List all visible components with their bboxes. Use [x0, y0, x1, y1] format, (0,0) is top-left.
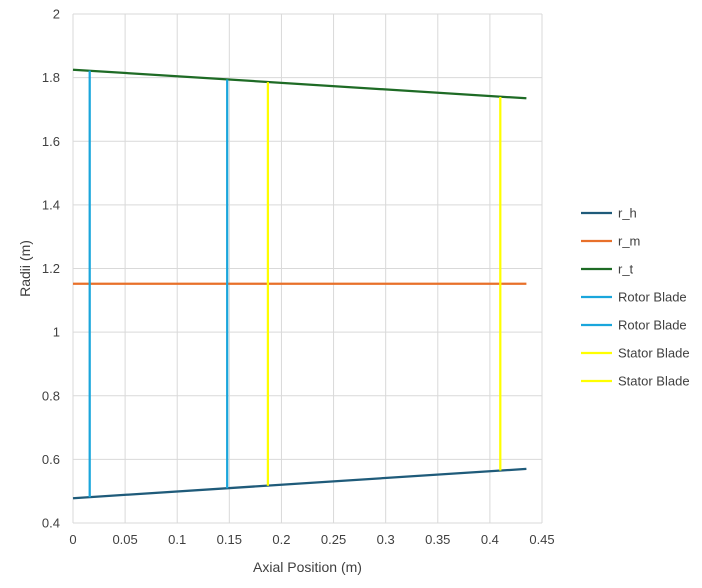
x-tick-label: 0.1	[168, 532, 186, 547]
series-line-2	[72, 68, 527, 100]
legend-label: Stator Blade	[618, 346, 690, 361]
y-tick-label: 0.6	[42, 452, 60, 467]
y-tick-label: 2	[53, 7, 60, 22]
x-tick-label: 0.05	[112, 532, 137, 547]
legend-label: r_t	[618, 262, 634, 277]
x-tick-label: 0.3	[377, 532, 395, 547]
grid	[72, 13, 543, 524]
x-tick-label: 0.25	[321, 532, 346, 547]
legend: r_h r_m r_t Rotor Blade Rotor Blade Stator Bl…	[581, 206, 690, 389]
y-tick-label: 1.8	[42, 70, 60, 85]
x-tick-label: 0.45	[529, 532, 554, 547]
x-tick-label: 0.15	[217, 532, 242, 547]
x-tick-label: 0	[69, 532, 76, 547]
y-tick-label: 0.4	[42, 516, 60, 531]
y-tick-label: 1.6	[42, 134, 60, 149]
legend-label: r_m	[618, 234, 640, 249]
y-tick-label: 1.2	[42, 261, 60, 276]
legend-label: Rotor Blade	[618, 318, 687, 333]
legend-label: r_h	[618, 206, 637, 221]
x-tick-label: 0.35	[425, 532, 450, 547]
y-axis-title: Radii (m)	[17, 240, 33, 297]
legend-label: Stator Blade	[618, 374, 690, 389]
series	[72, 68, 527, 500]
x-axis-title: Axial Position (m)	[253, 559, 362, 575]
legend-label: Rotor Blade	[618, 290, 687, 305]
x-tick-label: 0.2	[272, 532, 290, 547]
series-line-0	[72, 467, 527, 500]
axes: 0 0.05 0.1 0.15 0.2 0.25 0.3 0.35 0.4 0.45 0.4 0.6 0…	[42, 7, 555, 548]
y-tick-label: 1.4	[42, 197, 60, 212]
y-tick-label: 0.8	[42, 388, 60, 403]
y-tick-label: 1	[53, 325, 60, 340]
x-tick-label: 0.4	[481, 532, 499, 547]
